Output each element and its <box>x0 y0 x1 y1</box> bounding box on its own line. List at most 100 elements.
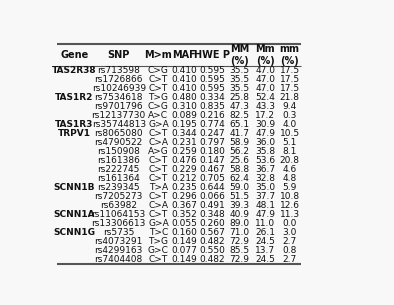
Text: 2.7: 2.7 <box>282 237 297 246</box>
Text: MM
(%): MM (%) <box>230 44 249 66</box>
Text: 11.3: 11.3 <box>280 210 300 219</box>
Text: rs161386: rs161386 <box>97 156 140 165</box>
Text: rs4299163: rs4299163 <box>95 246 143 255</box>
Text: 0.344: 0.344 <box>171 129 197 138</box>
Text: 0.077: 0.077 <box>171 246 197 255</box>
Text: 48.1: 48.1 <box>255 201 275 210</box>
Text: MAF: MAF <box>173 50 196 60</box>
Text: C>A: C>A <box>149 138 168 147</box>
Text: 59.0: 59.0 <box>229 183 249 192</box>
Text: rs35744813: rs35744813 <box>92 120 146 129</box>
Text: 0.705: 0.705 <box>199 174 225 183</box>
Text: 4.0: 4.0 <box>282 120 297 129</box>
Text: SCNN1A: SCNN1A <box>54 210 95 219</box>
Text: 5.1: 5.1 <box>282 138 297 147</box>
Text: 3.0: 3.0 <box>282 228 297 237</box>
Text: 89.0: 89.0 <box>229 219 249 228</box>
Text: 58.9: 58.9 <box>229 138 249 147</box>
Text: rs8065080: rs8065080 <box>95 129 143 138</box>
Text: 25.6: 25.6 <box>229 156 249 165</box>
Text: 47.0: 47.0 <box>255 75 275 84</box>
Text: 0.296: 0.296 <box>171 192 197 201</box>
Text: 25.8: 25.8 <box>229 93 249 102</box>
Text: Gene: Gene <box>60 50 89 60</box>
Text: M>m: M>m <box>145 50 172 60</box>
Text: 4.8: 4.8 <box>282 174 297 183</box>
Text: 17.5: 17.5 <box>280 66 300 75</box>
Text: 56.2: 56.2 <box>229 147 249 156</box>
Text: 0.410: 0.410 <box>171 66 197 75</box>
Text: HWE P: HWE P <box>194 50 230 60</box>
Text: 36.0: 36.0 <box>255 138 275 147</box>
Text: 0.595: 0.595 <box>199 84 225 93</box>
Text: 82.5: 82.5 <box>229 111 249 120</box>
Text: TRPV1: TRPV1 <box>58 129 91 138</box>
Text: rs11064153: rs11064153 <box>91 210 146 219</box>
Text: 0.259: 0.259 <box>171 147 197 156</box>
Text: 0.797: 0.797 <box>199 138 225 147</box>
Text: C>T: C>T <box>149 165 168 174</box>
Text: 39.3: 39.3 <box>229 201 249 210</box>
Text: 37.7: 37.7 <box>255 192 275 201</box>
Text: 0.0: 0.0 <box>282 219 297 228</box>
Text: 17.2: 17.2 <box>255 111 275 120</box>
Text: 0.774: 0.774 <box>199 120 225 129</box>
Text: 24.5: 24.5 <box>255 255 275 264</box>
Text: C>T: C>T <box>149 192 168 201</box>
Text: 0.480: 0.480 <box>171 93 197 102</box>
Text: 0.149: 0.149 <box>171 255 197 264</box>
Text: 0.367: 0.367 <box>171 201 197 210</box>
Text: C>T: C>T <box>149 156 168 165</box>
Text: rs713598: rs713598 <box>97 66 140 75</box>
Text: 51.5: 51.5 <box>229 192 249 201</box>
Text: 36.7: 36.7 <box>255 165 275 174</box>
Text: rs1726866: rs1726866 <box>95 75 143 84</box>
Text: rs222745: rs222745 <box>98 165 140 174</box>
Text: 5.9: 5.9 <box>282 183 297 192</box>
Text: 43.3: 43.3 <box>255 102 275 111</box>
Text: 24.5: 24.5 <box>255 237 275 246</box>
Text: 0.055: 0.055 <box>171 219 197 228</box>
Text: 62.4: 62.4 <box>229 174 249 183</box>
Text: 72.9: 72.9 <box>229 255 249 264</box>
Text: rs63982: rs63982 <box>100 201 137 210</box>
Text: 0.8: 0.8 <box>282 246 297 255</box>
Text: 0.567: 0.567 <box>199 228 225 237</box>
Text: 0.644: 0.644 <box>199 183 225 192</box>
Text: 35.5: 35.5 <box>229 66 249 75</box>
Text: 8.1: 8.1 <box>282 147 297 156</box>
Text: SNP: SNP <box>108 50 130 60</box>
Text: 35.8: 35.8 <box>255 147 275 156</box>
Text: C>T: C>T <box>149 210 168 219</box>
Text: 53.6: 53.6 <box>255 156 275 165</box>
Text: mm
(%): mm (%) <box>280 44 300 66</box>
Text: 0.260: 0.260 <box>199 219 225 228</box>
Text: T>G: T>G <box>149 93 168 102</box>
Text: C>T: C>T <box>149 174 168 183</box>
Text: G>A: G>A <box>148 120 169 129</box>
Text: rs5735: rs5735 <box>103 228 134 237</box>
Text: 12.6: 12.6 <box>280 201 300 210</box>
Text: Mm
(%): Mm (%) <box>255 44 275 66</box>
Text: 9.4: 9.4 <box>282 102 297 111</box>
Text: C>G: C>G <box>148 102 169 111</box>
Text: G>A: G>A <box>148 219 169 228</box>
Text: 0.195: 0.195 <box>171 120 197 129</box>
Text: T>A: T>A <box>149 183 168 192</box>
Text: 32.8: 32.8 <box>255 174 275 183</box>
Text: 11.0: 11.0 <box>255 219 275 228</box>
Text: 0.180: 0.180 <box>199 147 225 156</box>
Text: 0.595: 0.595 <box>199 66 225 75</box>
Text: 0.247: 0.247 <box>199 129 225 138</box>
Text: 0.216: 0.216 <box>199 111 225 120</box>
Text: 0.410: 0.410 <box>171 84 197 93</box>
Text: rs7404408: rs7404408 <box>95 255 143 264</box>
Text: T>C: T>C <box>149 228 168 237</box>
Text: rs9701796: rs9701796 <box>95 102 143 111</box>
Text: 30.9: 30.9 <box>255 120 275 129</box>
Text: rs10246939: rs10246939 <box>92 84 146 93</box>
Text: 0.3: 0.3 <box>282 111 297 120</box>
Text: TAS1R2: TAS1R2 <box>55 93 94 102</box>
Text: 0.482: 0.482 <box>199 255 225 264</box>
Text: SCNN1G: SCNN1G <box>54 228 95 237</box>
